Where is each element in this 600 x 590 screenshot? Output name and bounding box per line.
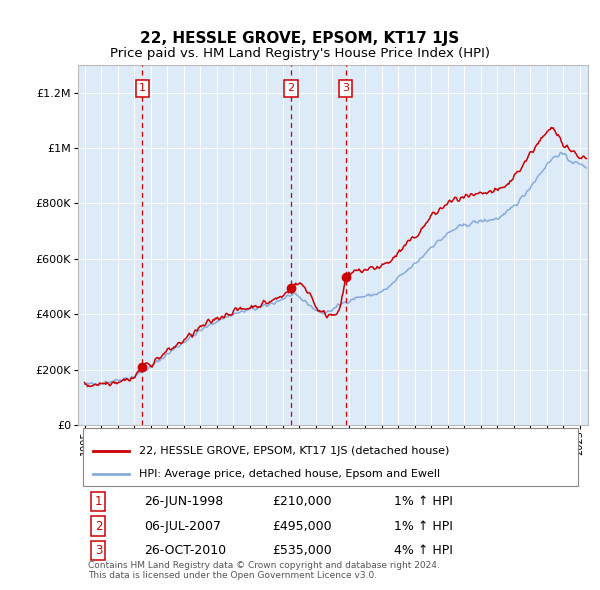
- Bar: [83, 428, 578, 486]
- Text: Price paid vs. HM Land Registry's House Price Index (HPI): Price paid vs. HM Land Registry's House …: [110, 47, 490, 60]
- Text: 22, HESSLE GROVE, EPSOM, KT17 1JS (detached house): 22, HESSLE GROVE, EPSOM, KT17 1JS (detac…: [139, 446, 449, 456]
- Text: 1% ↑ HPI: 1% ↑ HPI: [394, 495, 453, 508]
- Text: 2: 2: [95, 520, 102, 533]
- Text: 3: 3: [95, 544, 102, 557]
- Text: £535,000: £535,000: [272, 544, 332, 557]
- Text: Contains HM Land Registry data © Crown copyright and database right 2024.: Contains HM Land Registry data © Crown c…: [88, 562, 440, 571]
- Text: This data is licensed under the Open Government Licence v3.0.: This data is licensed under the Open Gov…: [88, 571, 377, 579]
- Text: HPI: Average price, detached house, Epsom and Ewell: HPI: Average price, detached house, Epso…: [139, 469, 440, 479]
- Text: 3: 3: [342, 83, 349, 93]
- Text: 4% ↑ HPI: 4% ↑ HPI: [394, 544, 453, 557]
- Text: 26-OCT-2010: 26-OCT-2010: [145, 544, 226, 557]
- Text: £495,000: £495,000: [272, 520, 331, 533]
- Text: 1: 1: [139, 83, 146, 93]
- Text: 26-JUN-1998: 26-JUN-1998: [145, 495, 224, 508]
- Text: £210,000: £210,000: [272, 495, 331, 508]
- Text: 2: 2: [287, 83, 295, 93]
- Text: 06-JUL-2007: 06-JUL-2007: [145, 520, 221, 533]
- Text: 1% ↑ HPI: 1% ↑ HPI: [394, 520, 453, 533]
- Text: 22, HESSLE GROVE, EPSOM, KT17 1JS: 22, HESSLE GROVE, EPSOM, KT17 1JS: [140, 31, 460, 46]
- Text: 1: 1: [95, 495, 102, 508]
